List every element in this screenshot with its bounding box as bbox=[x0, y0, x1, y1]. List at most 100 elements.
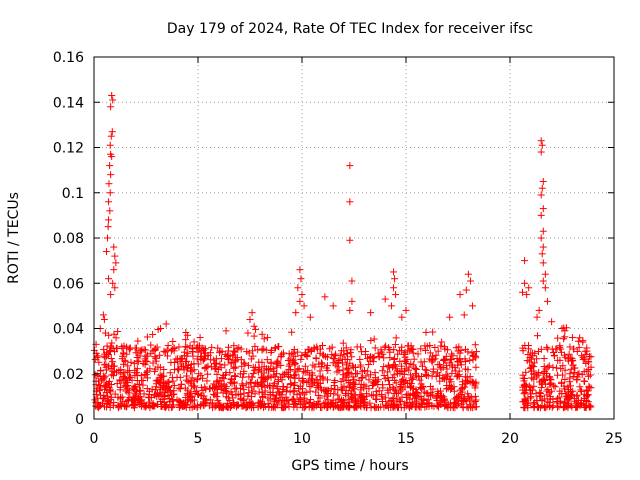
data-point bbox=[525, 284, 533, 292]
data-point bbox=[169, 337, 177, 345]
data-point bbox=[587, 363, 595, 371]
data-point bbox=[571, 364, 579, 372]
data-point bbox=[432, 351, 440, 359]
data-point bbox=[443, 372, 451, 380]
data-point bbox=[471, 392, 479, 400]
data-point bbox=[434, 347, 442, 355]
data-point bbox=[394, 350, 402, 358]
data-point bbox=[109, 358, 117, 366]
data-point bbox=[568, 334, 576, 342]
data-point bbox=[404, 342, 412, 350]
data-point bbox=[160, 347, 168, 355]
data-point bbox=[205, 402, 213, 410]
data-point bbox=[293, 403, 301, 411]
data-point bbox=[94, 398, 102, 406]
data-point bbox=[540, 355, 548, 363]
data-point bbox=[255, 388, 263, 396]
data-point bbox=[123, 385, 131, 393]
y-tick-label: 0.02 bbox=[53, 367, 84, 383]
data-point bbox=[321, 352, 329, 360]
data-point bbox=[423, 366, 431, 374]
data-point bbox=[314, 392, 322, 400]
data-point bbox=[352, 402, 360, 410]
data-point bbox=[200, 349, 208, 357]
data-point bbox=[119, 398, 127, 406]
data-point bbox=[402, 391, 410, 399]
data-point bbox=[143, 358, 151, 366]
data-point bbox=[561, 366, 569, 374]
data-point bbox=[269, 388, 277, 396]
data-point bbox=[344, 377, 352, 385]
data-point bbox=[357, 380, 365, 388]
data-point bbox=[584, 398, 592, 406]
data-point bbox=[117, 377, 125, 385]
data-point bbox=[139, 376, 147, 384]
data-point bbox=[539, 205, 547, 213]
data-point bbox=[292, 399, 300, 407]
data-point bbox=[582, 359, 590, 367]
data-point bbox=[579, 356, 587, 364]
data-point bbox=[543, 297, 551, 305]
data-point bbox=[577, 386, 585, 394]
data-point bbox=[200, 398, 208, 406]
data-point bbox=[216, 360, 224, 368]
data-point bbox=[365, 361, 373, 369]
data-point bbox=[93, 372, 101, 380]
data-point bbox=[393, 370, 401, 378]
data-point bbox=[538, 396, 546, 404]
data-point bbox=[306, 313, 314, 321]
data-point bbox=[367, 353, 375, 361]
data-point bbox=[135, 387, 143, 395]
data-point bbox=[348, 277, 356, 285]
data-point bbox=[162, 320, 170, 328]
data-point bbox=[536, 393, 544, 401]
data-point bbox=[302, 397, 310, 405]
data-point bbox=[567, 391, 575, 399]
data-point bbox=[103, 342, 111, 350]
data-point bbox=[348, 353, 356, 361]
data-point bbox=[176, 401, 184, 409]
data-point bbox=[131, 386, 139, 394]
data-point bbox=[104, 392, 112, 400]
data-point bbox=[399, 375, 407, 383]
data-point bbox=[537, 191, 545, 199]
data-point bbox=[434, 401, 442, 409]
y-tick-label: 0.16 bbox=[53, 50, 84, 66]
data-point bbox=[303, 379, 311, 387]
data-point bbox=[107, 291, 115, 299]
data-point bbox=[108, 153, 116, 161]
data-point bbox=[416, 376, 424, 384]
data-point bbox=[422, 328, 430, 336]
data-point bbox=[374, 381, 382, 389]
data-point bbox=[182, 376, 190, 384]
data-point bbox=[313, 376, 321, 384]
data-point bbox=[111, 284, 119, 292]
data-point bbox=[226, 403, 234, 411]
data-point bbox=[586, 371, 594, 379]
data-point bbox=[312, 388, 320, 396]
data-point bbox=[521, 257, 529, 265]
data-point bbox=[159, 372, 167, 380]
data-point bbox=[186, 379, 194, 387]
data-point bbox=[520, 390, 528, 398]
data-point bbox=[580, 368, 588, 376]
data-point bbox=[232, 364, 240, 372]
data-point bbox=[111, 348, 119, 356]
data-point bbox=[258, 358, 266, 366]
data-point bbox=[346, 162, 354, 170]
data-points bbox=[90, 91, 595, 412]
data-point bbox=[97, 367, 105, 375]
data-point bbox=[404, 380, 412, 388]
data-point bbox=[198, 344, 206, 352]
data-point bbox=[417, 380, 425, 388]
data-point bbox=[294, 284, 302, 292]
data-point bbox=[218, 355, 226, 363]
data-point bbox=[456, 386, 464, 394]
data-point bbox=[231, 357, 239, 365]
data-point bbox=[424, 396, 432, 404]
data-point bbox=[380, 372, 388, 380]
data-point bbox=[110, 330, 118, 338]
y-tick-label: 0.04 bbox=[53, 322, 84, 338]
data-point bbox=[464, 348, 472, 356]
data-point bbox=[357, 374, 365, 382]
